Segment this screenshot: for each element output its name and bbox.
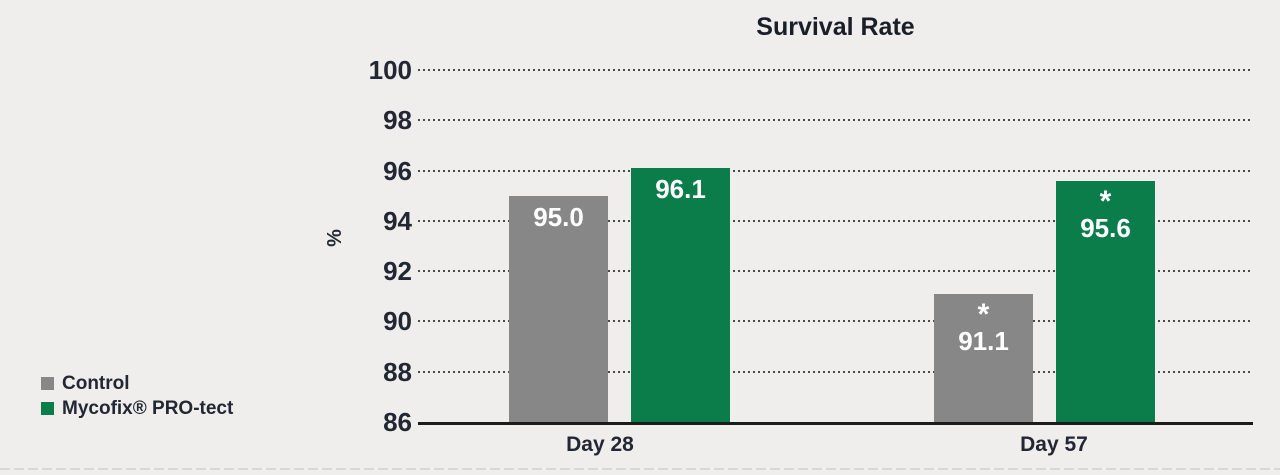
- chart-title: Survival Rate: [756, 13, 915, 41]
- significance-asterisk: *: [977, 297, 990, 331]
- bar-value: 95.6: [1080, 212, 1131, 243]
- figure-bottom-rule: [0, 468, 1280, 470]
- y-tick-96: 96: [383, 155, 412, 186]
- y-tick-88: 88: [383, 356, 412, 387]
- bar-value-label: 96.1: [631, 176, 730, 202]
- gridline-90: [418, 320, 1253, 323]
- y-tick-94: 94: [383, 205, 412, 236]
- plot-area: 95.0 96.1 * 91.1 * 95.6: [418, 69, 1253, 425]
- bar-mycofix-day-57: * 95.6: [1056, 180, 1155, 422]
- bar-mycofix-day-28: 96.1: [631, 168, 730, 422]
- gridline-98: [418, 119, 1253, 122]
- significance-asterisk: *: [1099, 184, 1112, 218]
- bar-value: 95.0: [533, 201, 584, 232]
- gridline-96: [418, 169, 1253, 172]
- bar-value: 91.1: [958, 325, 1009, 356]
- legend: Control Mycofix® PRO-tect: [41, 371, 233, 421]
- x-label-day-57: Day 57: [1020, 433, 1088, 456]
- mycofix-color-swatch: [41, 402, 54, 415]
- gridline-92: [418, 270, 1253, 273]
- bar-control-day-57: * 91.1: [934, 293, 1033, 422]
- y-tick-90: 90: [383, 306, 412, 337]
- x-label-day-28: Day 28: [566, 433, 634, 456]
- bar-control-day-28: 95.0: [509, 195, 608, 422]
- y-tick-86: 86: [383, 407, 412, 437]
- legend-item-control: Control: [41, 371, 233, 396]
- control-color-swatch: [41, 377, 54, 390]
- y-tick-98: 98: [383, 105, 412, 136]
- gridline-88: [418, 370, 1253, 373]
- y-tick-92: 92: [383, 256, 412, 287]
- bar-value-label: 95.0: [509, 204, 608, 230]
- legend-item-mycofix: Mycofix® PRO-tect: [41, 396, 233, 421]
- legend-label-control: Control: [62, 373, 130, 394]
- bar-value: 96.1: [655, 174, 706, 205]
- y-tick-100: 100: [368, 55, 412, 85]
- bar-value-label: * 95.6: [1056, 184, 1155, 243]
- legend-label-mycofix: Mycofix® PRO-tect: [62, 398, 234, 419]
- bar-value-label: * 91.1: [934, 297, 1033, 356]
- gridline-100: [418, 69, 1253, 71]
- gridline-94: [418, 219, 1253, 222]
